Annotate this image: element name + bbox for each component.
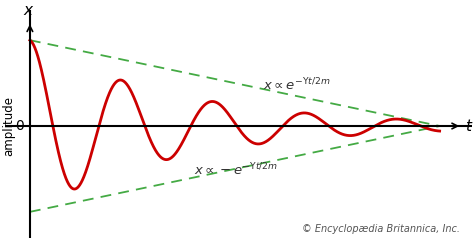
Text: $x \propto e^{-\Upsilon t/2m}$: $x \propto e^{-\Upsilon t/2m}$ [264,77,331,93]
Text: $x \propto -e^{-\Upsilon t/2m}$: $x \propto -e^{-\Upsilon t/2m}$ [194,162,278,179]
Text: t: t [465,119,471,134]
Text: 0: 0 [15,119,24,133]
Text: © Encyclopædia Britannica, Inc.: © Encyclopædia Britannica, Inc. [302,224,460,234]
Text: x: x [23,3,32,18]
Text: amplitude: amplitude [2,96,15,156]
